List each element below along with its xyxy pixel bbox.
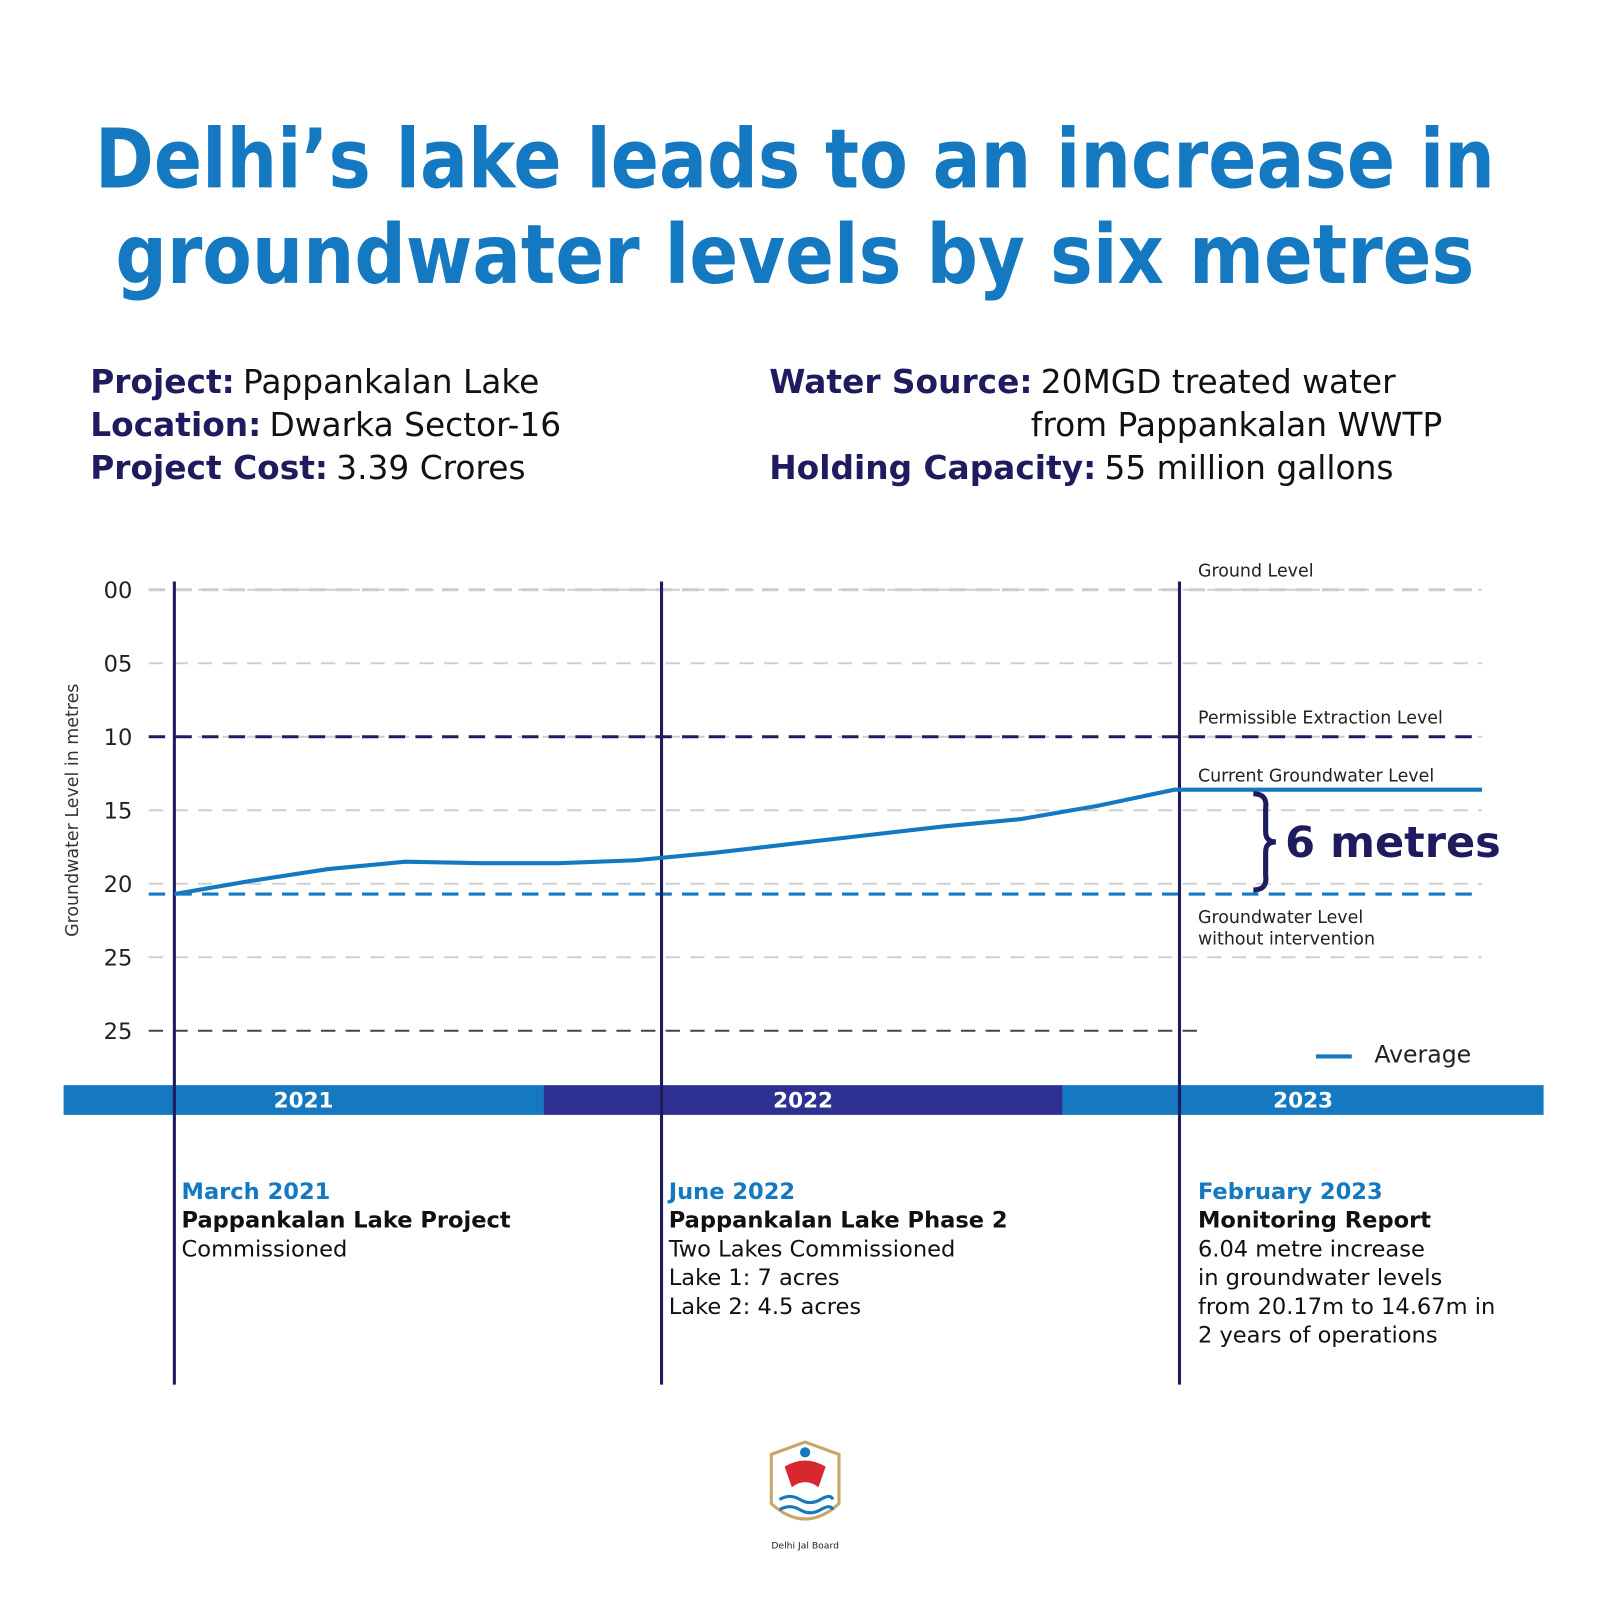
info-row: Location: Dwarka Sector-16 bbox=[90, 406, 561, 444]
info-label: Water Source: bbox=[769, 363, 1032, 401]
y-tick-label: 25 bbox=[104, 945, 133, 971]
reference-label: Permissible Extraction Level bbox=[1198, 708, 1443, 728]
year-label: 2022 bbox=[773, 1089, 833, 1114]
difference-label: 6 metres bbox=[1285, 818, 1501, 868]
y-tick-label: 10 bbox=[104, 725, 133, 751]
y-tick-label: 05 bbox=[104, 651, 133, 677]
logo-water bbox=[778, 1505, 835, 1515]
logo bbox=[769, 1440, 841, 1521]
legend-label: Average bbox=[1374, 1041, 1471, 1069]
event-detail: Lake 2: 4.5 acres bbox=[669, 1294, 861, 1320]
info-value: 20MGD treated water bbox=[1041, 363, 1396, 401]
info-value: from Pappankalan WWTP bbox=[1031, 406, 1442, 444]
logo-water bbox=[778, 1494, 835, 1505]
info-value: 55 million gallons bbox=[1104, 449, 1393, 487]
difference-brace bbox=[1253, 791, 1277, 893]
series-line bbox=[174, 787, 1483, 897]
event-date: February 2023 bbox=[1198, 1179, 1383, 1205]
y-tick-label: 20 bbox=[104, 872, 133, 898]
event-date: June 2022 bbox=[667, 1179, 795, 1205]
event-detail: Two Lakes Commissioned bbox=[668, 1236, 956, 1262]
info-value: Pappankalan Lake bbox=[243, 363, 539, 401]
info-row: Project Cost: 3.39 Crores bbox=[90, 449, 525, 487]
info-row: Holding Capacity: 55 million gallons bbox=[769, 449, 1393, 487]
event-detail: in groundwater levels bbox=[1198, 1265, 1442, 1291]
event-detail: from 20.17m to 14.67m in bbox=[1198, 1294, 1495, 1320]
event-title: Pappankalan Lake Phase 2 bbox=[669, 1208, 1008, 1234]
y-tick-label: 25 bbox=[104, 1019, 133, 1045]
info-label: Holding Capacity: bbox=[769, 449, 1096, 487]
event-detail: Lake 1: 7 acres bbox=[669, 1265, 840, 1291]
logo-drop bbox=[800, 1447, 811, 1458]
current-label: Current Groundwater Level bbox=[1198, 766, 1434, 786]
y-tick-label: 00 bbox=[104, 578, 133, 604]
reference-label: without intervention bbox=[1198, 929, 1375, 949]
year-band bbox=[1062, 1085, 1544, 1115]
y-axis-label: Groundwater Level in metres bbox=[63, 684, 83, 937]
info-row: Project: Pappankalan Lake bbox=[90, 363, 539, 401]
title: Delhi’s lake leads to an increase in bbox=[95, 113, 1495, 208]
year-label: 2023 bbox=[1273, 1089, 1333, 1114]
info-label: Project: bbox=[90, 363, 235, 401]
reference-label: Groundwater Level bbox=[1198, 908, 1363, 928]
year-band bbox=[63, 1085, 544, 1115]
event-detail: 6.04 metre increase bbox=[1198, 1236, 1425, 1262]
info-value: Dwarka Sector-16 bbox=[269, 406, 561, 444]
year-band bbox=[543, 1085, 1063, 1115]
event-title: Pappankalan Lake Project bbox=[182, 1208, 511, 1234]
logo-vessel bbox=[784, 1460, 826, 1488]
info-label: Location: bbox=[90, 406, 261, 444]
logo-caption: Delhi Jal Board bbox=[771, 1541, 839, 1552]
info-row: Water Source: 20MGD treated water bbox=[769, 363, 1396, 401]
y-tick-label: 15 bbox=[104, 798, 133, 824]
event-title: Monitoring Report bbox=[1198, 1208, 1431, 1234]
event-date: March 2021 bbox=[182, 1179, 331, 1205]
event-detail: Commissioned bbox=[182, 1236, 348, 1262]
title: groundwater levels by six metres bbox=[115, 208, 1474, 303]
info-value: 3.39 Crores bbox=[336, 449, 525, 487]
reference-label: Ground Level bbox=[1198, 561, 1314, 581]
event-detail: 2 years of operations bbox=[1198, 1323, 1438, 1349]
year-label: 2021 bbox=[274, 1089, 334, 1114]
info-label: Project Cost: bbox=[90, 449, 328, 487]
